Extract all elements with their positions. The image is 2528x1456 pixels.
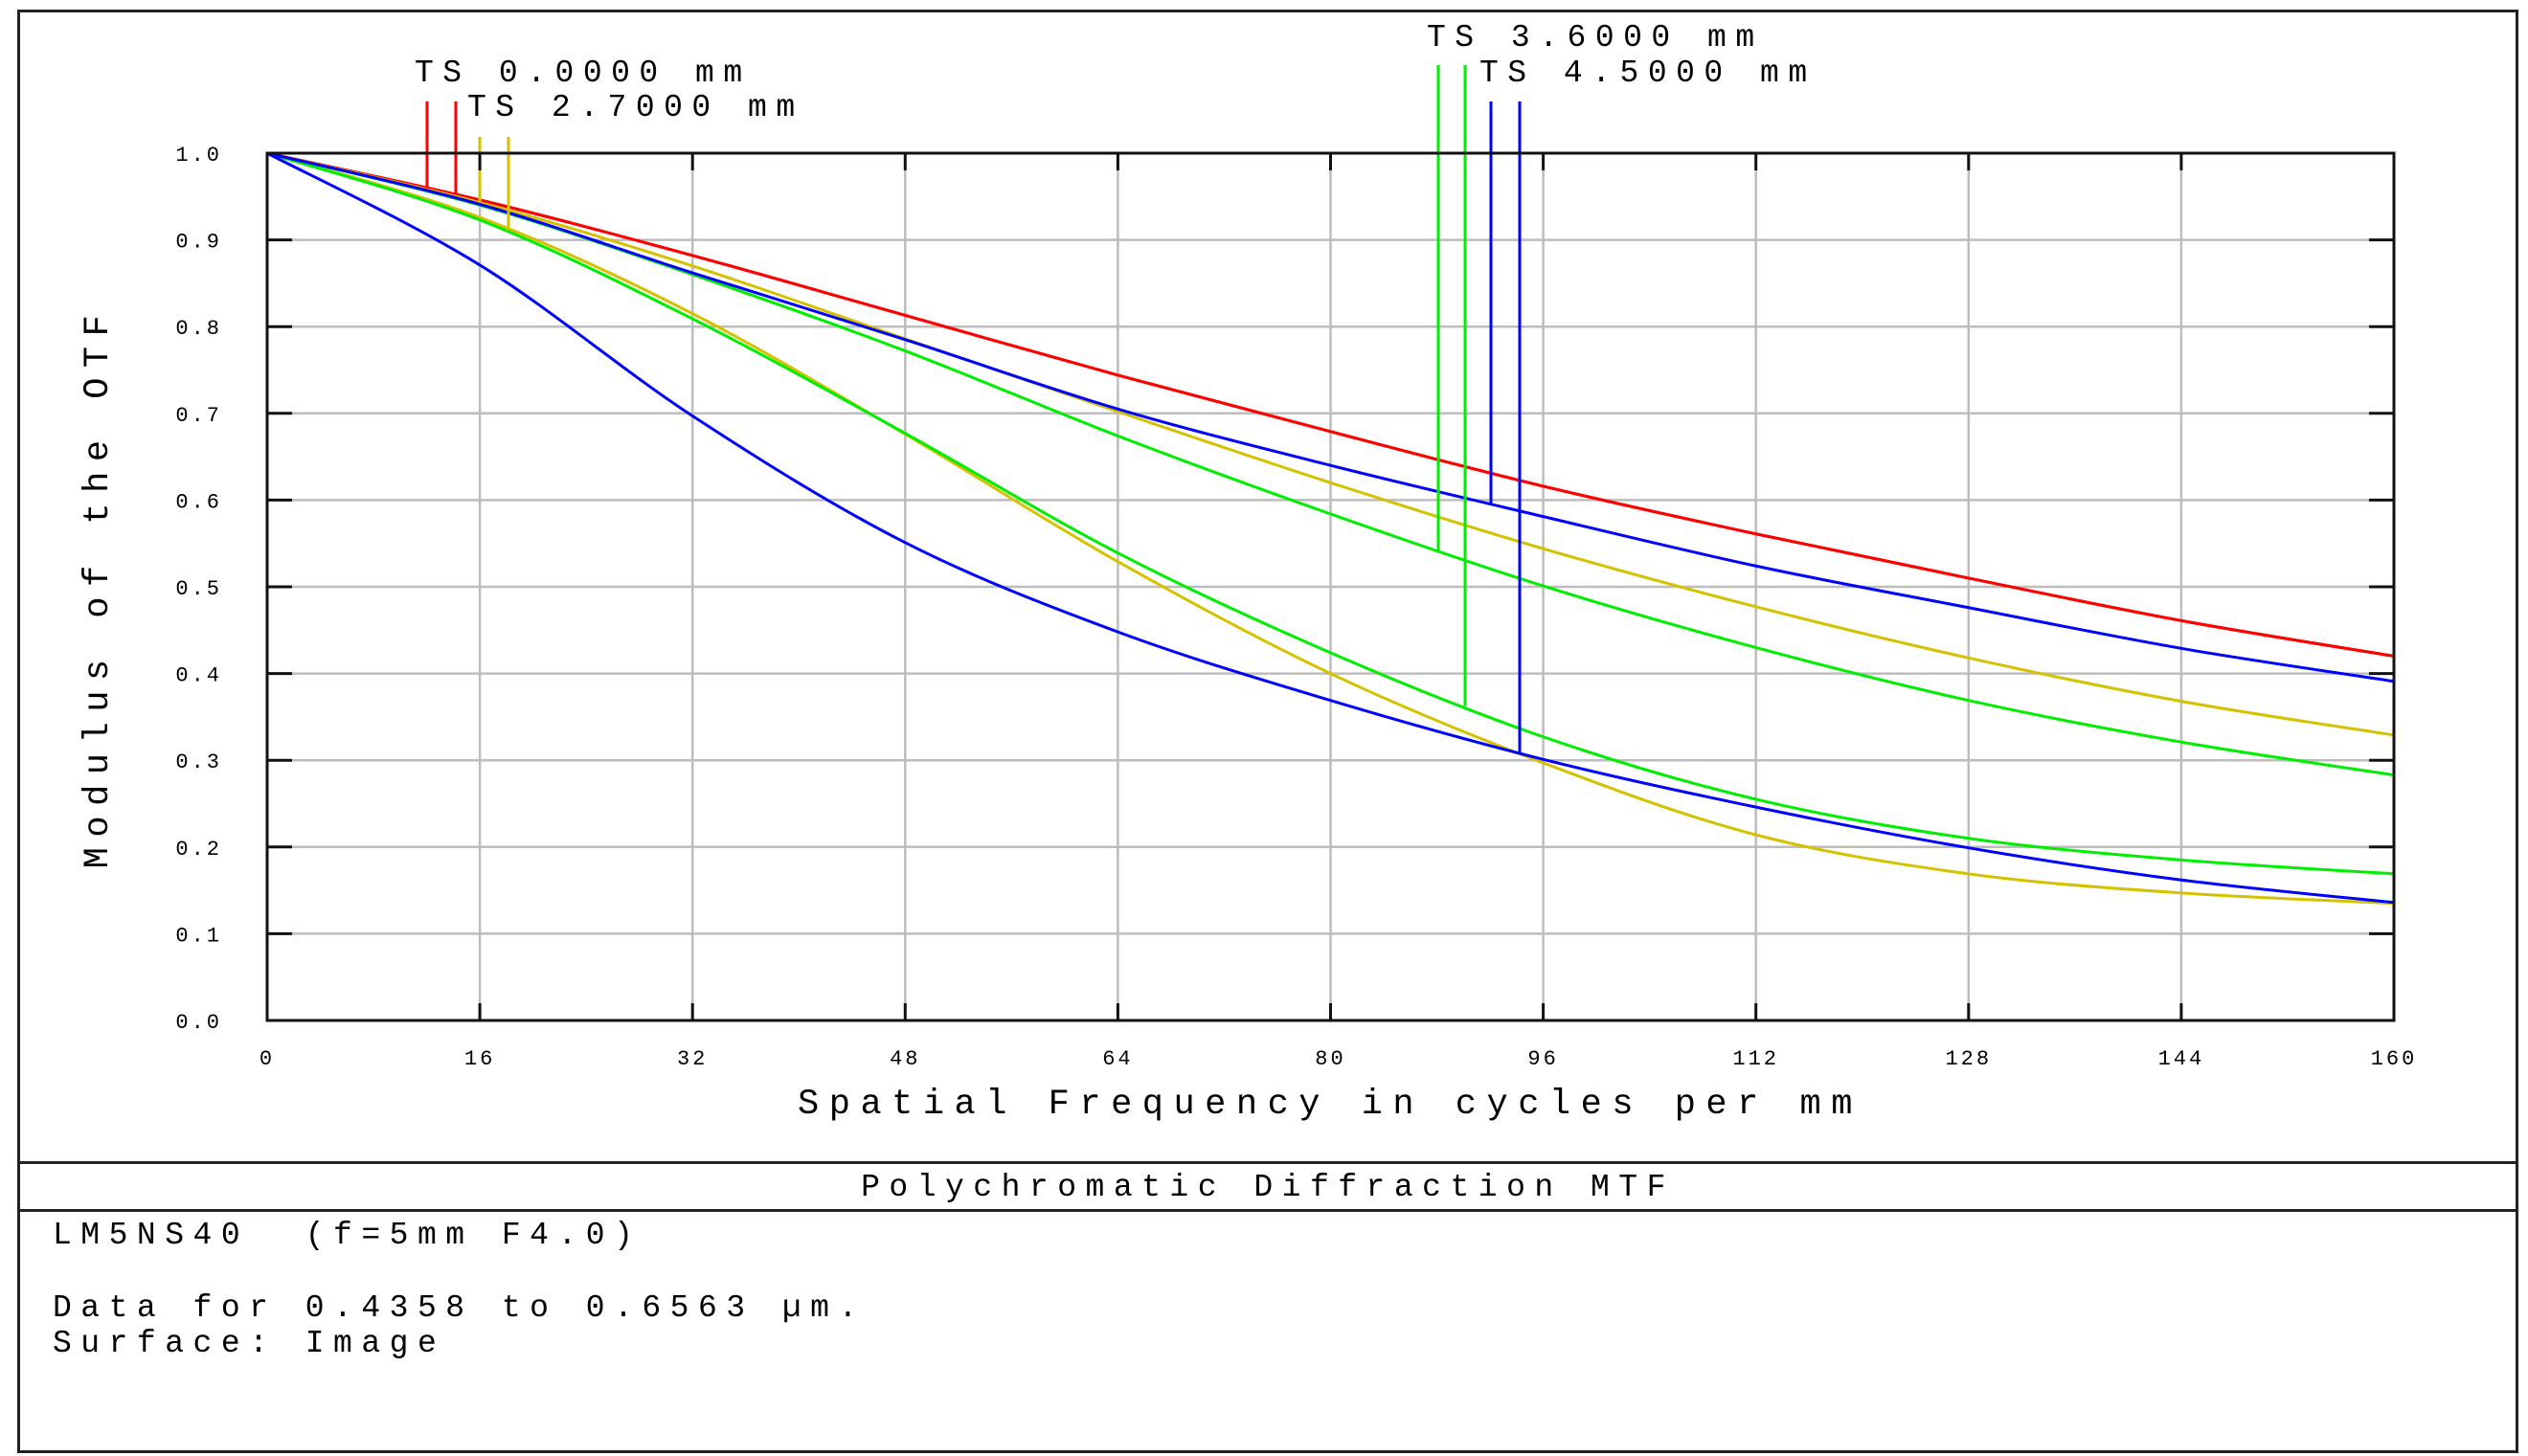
mtf-curve bbox=[266, 151, 2395, 906]
title-divider-bottom bbox=[17, 1209, 2518, 1212]
legend-label: TS 2.7000 mm bbox=[467, 90, 804, 125]
y-tick-label: 0.8 bbox=[175, 317, 222, 341]
x-tick-label: 48 bbox=[890, 1047, 920, 1071]
y-tick-label: 0.6 bbox=[175, 490, 222, 514]
x-axis-label: Spatial Frequency in cycles per mm bbox=[798, 1085, 1862, 1125]
x-tick-label: 80 bbox=[1315, 1047, 1345, 1071]
x-tick-label: 32 bbox=[677, 1047, 708, 1071]
mtf-curve bbox=[266, 151, 2395, 876]
x-tick-label: 112 bbox=[1732, 1047, 1779, 1071]
chart-grid bbox=[267, 153, 2394, 1020]
plot-area-border bbox=[265, 151, 2396, 1022]
wavelength-range: Data for 0.4358 to 0.6563 µm. bbox=[53, 1290, 867, 1326]
y-tick-label: 0.5 bbox=[175, 577, 222, 601]
y-tick-label: 0.9 bbox=[175, 231, 222, 255]
plot-window-frame bbox=[17, 10, 2518, 1453]
lens-description: LM5NS40 (f=5mm F4.0) bbox=[53, 1218, 643, 1253]
legend-label: TS 0.0000 mm bbox=[415, 56, 752, 91]
legend-label: TS 3.6000 mm bbox=[1427, 20, 1764, 56]
chart-title: Polychromatic Diffraction MTF bbox=[861, 1170, 1675, 1205]
mtf-curve bbox=[266, 151, 2395, 683]
mtf-curve bbox=[266, 151, 2395, 658]
chart-tick-labels: 0 16 32 48 64 80 96 112 128 144 160 0.0 0.1 0.2 0.3 0.4… bbox=[175, 144, 2418, 1071]
surface-info: Surface: Image bbox=[53, 1326, 446, 1361]
x-tick-label: 0 bbox=[260, 1047, 275, 1071]
x-tick-label: 16 bbox=[464, 1047, 495, 1071]
mtf-curve bbox=[266, 151, 2395, 737]
x-tick-label: 160 bbox=[2371, 1047, 2418, 1071]
y-tick-label: 0.7 bbox=[175, 404, 222, 428]
x-tick-label: 128 bbox=[1945, 1047, 1992, 1071]
y-tick-label: 0.2 bbox=[175, 838, 222, 862]
x-tick-label: 96 bbox=[1527, 1047, 1558, 1071]
y-tick-label: 1.0 bbox=[175, 144, 222, 168]
y-axis-label: Modulus of the OTF bbox=[79, 305, 119, 869]
x-tick-label: 64 bbox=[1102, 1047, 1133, 1071]
chart-curves bbox=[266, 151, 2395, 906]
mtf-curve bbox=[266, 151, 2395, 905]
y-tick-label: 0.1 bbox=[175, 924, 222, 948]
x-tick-label: 144 bbox=[2158, 1047, 2205, 1071]
y-tick-label: 0.3 bbox=[175, 750, 222, 774]
y-tick-label: 0.4 bbox=[175, 664, 222, 688]
legend-label: TS 4.5000 mm bbox=[1479, 56, 1817, 91]
title-divider-top bbox=[17, 1161, 2518, 1164]
y-tick-label: 0.0 bbox=[175, 1011, 222, 1035]
chart-axes bbox=[265, 151, 2396, 1022]
